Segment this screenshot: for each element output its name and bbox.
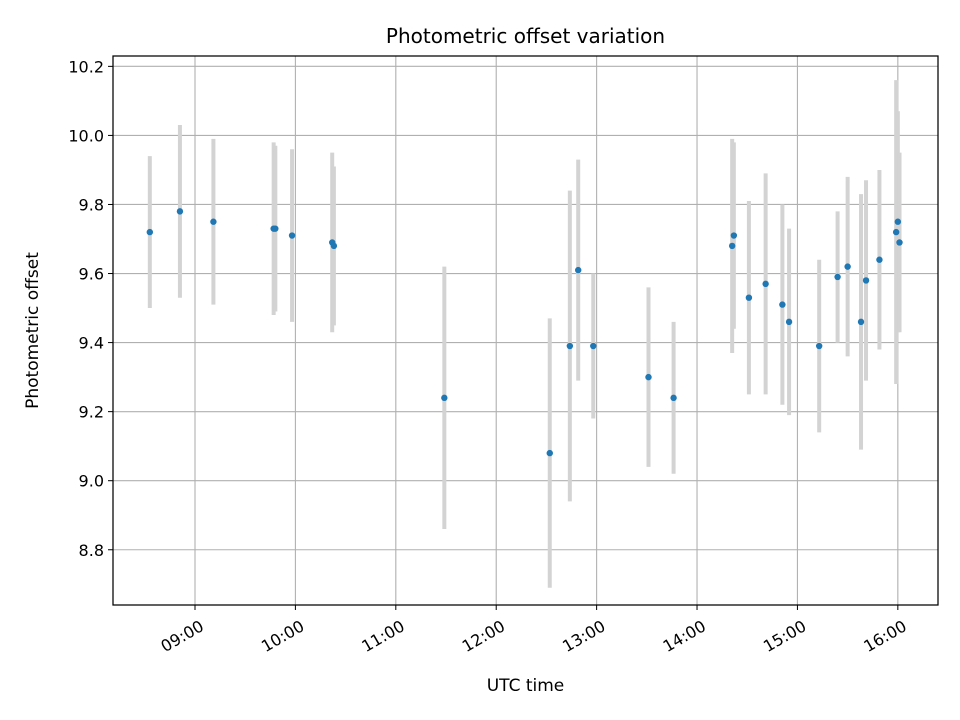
data-point: [857, 318, 865, 326]
x-tick-label: 09:00: [158, 616, 207, 656]
data-point: [272, 225, 279, 232]
data-point: [288, 232, 296, 239]
y-tick-label: 9.8: [79, 195, 104, 214]
x-tick-label: 10:00: [258, 616, 307, 656]
y-tick-label: 9.4: [79, 334, 104, 353]
x-tick-label: 12:00: [459, 616, 508, 656]
data-point: [210, 218, 217, 225]
data-point: [176, 208, 184, 215]
y-axis-title: Photometric offset: [23, 252, 43, 409]
data-point: [670, 394, 677, 402]
data-point: [834, 273, 841, 281]
data-point: [892, 228, 900, 236]
data-point: [590, 342, 597, 350]
data-point: [745, 294, 753, 301]
data-point: [815, 342, 823, 350]
chart-title: Photometric offset variation: [386, 24, 665, 48]
y-tick-label: 9.6: [79, 265, 104, 284]
data-point: [330, 242, 338, 250]
data-point: [546, 449, 553, 457]
data-point: [645, 373, 652, 381]
data-point: [728, 242, 736, 250]
errorbar-layer: [147, 80, 902, 588]
data-point: [862, 277, 870, 284]
data-point: [441, 394, 448, 402]
data-point: [896, 239, 903, 246]
point-layer: [146, 208, 903, 457]
data-point: [762, 280, 769, 288]
x-tick-label: 13:00: [559, 616, 608, 656]
x-tick-label: 14:00: [660, 616, 709, 656]
data-point: [575, 266, 582, 274]
grid-layer: [113, 56, 938, 605]
data-point: [566, 342, 574, 350]
data-point: [730, 232, 738, 239]
data-point: [844, 263, 851, 270]
data-point: [146, 228, 154, 236]
y-tick-label: 10.0: [68, 126, 104, 145]
plot-area-frame: [112, 55, 939, 606]
x-tick-label: 11:00: [358, 616, 407, 656]
y-tick-label: 10.2: [68, 57, 104, 76]
y-tick-label: 9.0: [79, 472, 104, 491]
data-point: [876, 256, 883, 263]
data-point: [779, 301, 786, 308]
y-tick-label: 8.8: [79, 541, 104, 560]
x-tick-label: 15:00: [760, 616, 809, 656]
x-axis-title: UTC time: [487, 676, 565, 696]
data-point: [894, 218, 902, 225]
y-tick-label: 9.2: [79, 403, 104, 422]
data-point: [785, 318, 793, 326]
x-tick-label: 16:00: [860, 616, 909, 656]
